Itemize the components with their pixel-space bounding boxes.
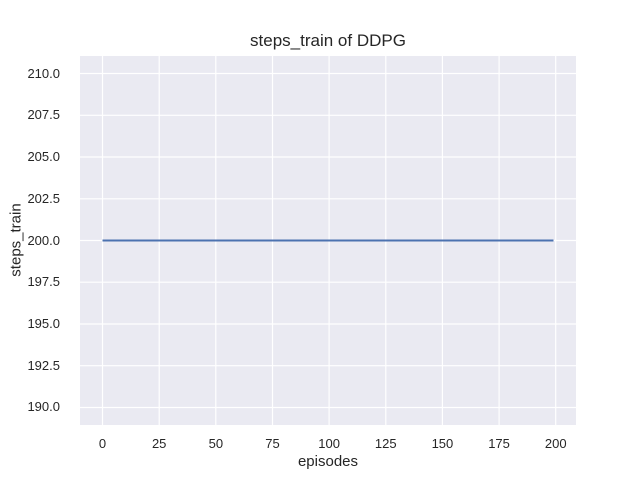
line-plot-svg	[80, 56, 576, 425]
y-tick-label: 197.5	[27, 274, 60, 290]
y-tick-label: 207.5	[27, 107, 60, 123]
x-tick-label: 125	[374, 436, 397, 451]
plot-area	[80, 56, 576, 425]
chart-title: steps_train of DDPG	[250, 31, 406, 50]
x-tick-label: 25	[151, 436, 167, 451]
y-tick-label: 192.5	[27, 357, 60, 373]
x-tick-label: 75	[265, 436, 280, 451]
x-axis-label: episodes	[297, 453, 359, 470]
x-tick-label: 150	[431, 436, 454, 451]
y-tick-label: 190.0	[27, 399, 60, 415]
x-tick-label: 0	[98, 436, 107, 451]
y-tick-label: 210.0	[27, 65, 60, 81]
y-tick-label: 195.0	[27, 315, 60, 331]
y-tick-label: 200.0	[27, 232, 60, 248]
x-tick-label: 50	[208, 436, 224, 451]
y-tick-label: 205.0	[27, 149, 60, 165]
y-tick-label: 202.5	[27, 190, 60, 206]
x-tick-label: 100	[318, 436, 340, 451]
x-tick-label: 175	[488, 436, 510, 451]
x-tick-label: 200	[544, 436, 567, 451]
